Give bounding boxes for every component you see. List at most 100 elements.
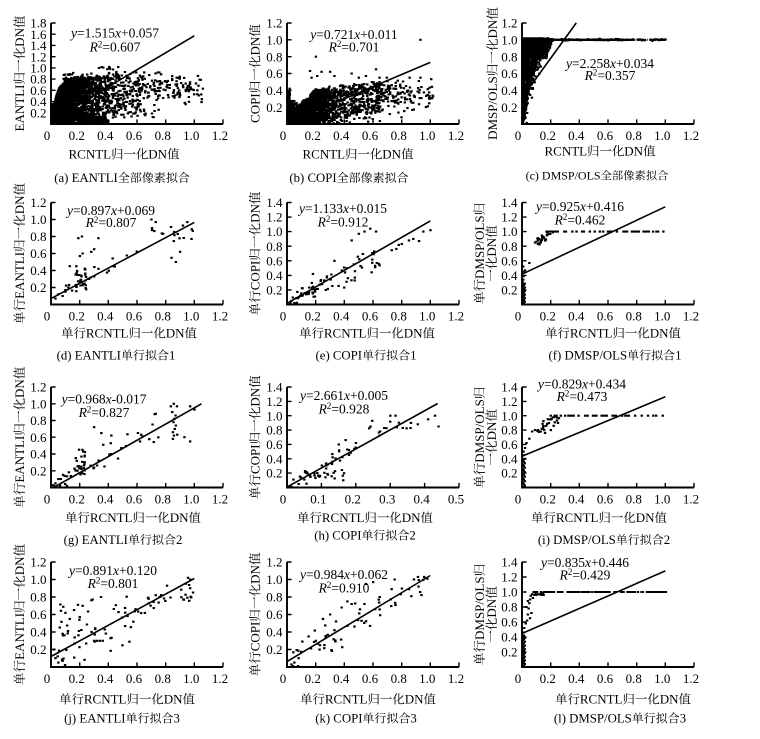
svg-text:2: 2 [593,68,598,78]
svg-text:+0.034: +0.034 [616,56,654,71]
svg-text:0: 0 [515,128,522,143]
svg-text:DN: DN [404,326,423,341]
svg-text:DN: DN [485,19,500,38]
svg-text:1.8: 1.8 [30,16,46,31]
svg-text:(g) EANTLI: (g) EANTLI [64,533,128,547]
svg-text:(e) COPI: (e) COPI [316,349,363,363]
svg-text:RCNTL: RCNTL [545,144,588,159]
svg-text:1.0: 1.0 [654,671,670,686]
svg-text:1.0: 1.0 [266,408,282,423]
svg-text:(a) EANTLI: (a) EANTLI [54,171,118,185]
svg-text:DN: DN [405,692,424,707]
svg-text:EANTLI: EANTLI [12,252,27,299]
svg-text:0.4: 0.4 [30,625,47,640]
svg-text:0.6: 0.6 [266,66,283,81]
svg-text:=0.968: =0.968 [68,392,106,407]
svg-text:1.2: 1.2 [212,671,228,686]
svg-text:0: 0 [280,492,287,507]
svg-text:y: y [298,567,306,582]
svg-text:1.0: 1.0 [266,224,282,239]
svg-text:0.4: 0.4 [568,128,585,143]
svg-text:1.2: 1.2 [448,671,464,686]
svg-text:R: R [559,568,569,583]
svg-text:y: y [308,27,316,42]
svg-text:1.2: 1.2 [212,128,228,143]
svg-text:0: 0 [515,309,522,324]
svg-text:+0.416: +0.416 [586,199,624,214]
svg-text:COPI: COPI [248,93,263,123]
svg-text:=0.462: =0.462 [567,213,605,228]
svg-text:(l) DMSP/OLS: (l) DMSP/OLS [554,712,632,726]
svg-text:COPI: COPI [248,622,263,652]
svg-text:0.6: 0.6 [126,128,143,143]
svg-text:y: y [67,563,75,578]
svg-text:+0.120: +0.120 [119,563,157,578]
svg-text:1.2: 1.2 [266,210,282,225]
svg-text:0.4: 0.4 [501,268,518,283]
svg-text:2: 2 [87,405,92,415]
svg-text:DN: DN [248,36,263,55]
svg-text:DN: DN [248,204,263,223]
svg-text:0: 0 [44,492,51,507]
svg-text:DN: DN [248,565,263,584]
svg-text:(i) DMSP/OLS: (i) DMSP/OLS [538,533,616,547]
svg-text:0.8: 0.8 [266,423,282,438]
svg-text:RCNTL: RCNTL [580,692,623,707]
svg-text:DN: DN [650,326,669,341]
svg-text:1.2: 1.2 [448,309,464,324]
svg-text:0: 0 [44,671,51,686]
svg-text:3: 3 [680,712,686,726]
svg-text:0.6: 0.6 [362,671,379,686]
svg-text:0.8: 0.8 [501,239,517,254]
svg-text:=0.473: =0.473 [569,389,607,404]
svg-text:1.2: 1.2 [501,394,517,409]
svg-text:=0.897: =0.897 [73,203,111,218]
svg-text:y: y [69,25,77,40]
svg-text:2: 2 [565,389,570,399]
svg-text:0: 0 [280,128,287,143]
svg-text:0.2: 0.2 [266,100,282,115]
svg-text:1.2: 1.2 [266,555,282,570]
svg-text:DN: DN [484,237,499,256]
svg-text:=0.928: =0.928 [331,402,369,417]
svg-text:0.2: 0.2 [501,645,517,660]
svg-text:0.4: 0.4 [413,492,430,507]
svg-text:DN: DN [148,147,167,162]
svg-text:y: y [536,377,544,392]
svg-text:1.0: 1.0 [30,572,46,587]
svg-text:0.2: 0.2 [266,283,282,298]
svg-text:2: 2 [568,567,573,577]
svg-text:x: x [112,563,119,578]
svg-text:1.4: 1.4 [30,38,47,53]
svg-text:R: R [584,68,594,83]
svg-text:DN: DN [164,692,183,707]
svg-text:(k) COPI: (k) COPI [315,712,362,726]
svg-text:0.3: 0.3 [379,492,395,507]
svg-text:EANTLI: EANTLI [12,85,27,132]
svg-text:2: 2 [98,39,103,49]
svg-text:1.0: 1.0 [183,128,199,143]
svg-text:1.0: 1.0 [30,396,46,411]
svg-text:1.0: 1.0 [183,671,199,686]
svg-text:DN: DN [624,144,643,159]
svg-text:DN: DN [170,510,189,525]
svg-text:DN: DN [660,692,679,707]
svg-text:0.2: 0.2 [69,671,85,686]
svg-text:2: 2 [326,214,331,224]
svg-text:+0.434: +0.434 [588,377,626,392]
svg-text:0.6: 0.6 [501,437,518,452]
svg-text:=2.258: =2.258 [572,56,610,71]
svg-text:2: 2 [409,529,415,543]
svg-text:=0.835: =0.835 [547,555,585,570]
svg-text:0.2: 0.2 [305,128,321,143]
svg-text:1.2: 1.2 [266,16,282,31]
svg-text:3: 3 [174,712,180,726]
svg-text:RCNTL: RCNTL [325,692,368,707]
svg-text:0.8: 0.8 [501,600,517,615]
svg-text:0.8: 0.8 [626,492,642,507]
svg-text:0.2: 0.2 [501,283,517,298]
svg-text:0.8: 0.8 [266,239,282,254]
svg-text:0: 0 [515,671,522,686]
svg-text:1.2: 1.2 [683,128,699,143]
svg-text:0.8: 0.8 [30,413,46,428]
